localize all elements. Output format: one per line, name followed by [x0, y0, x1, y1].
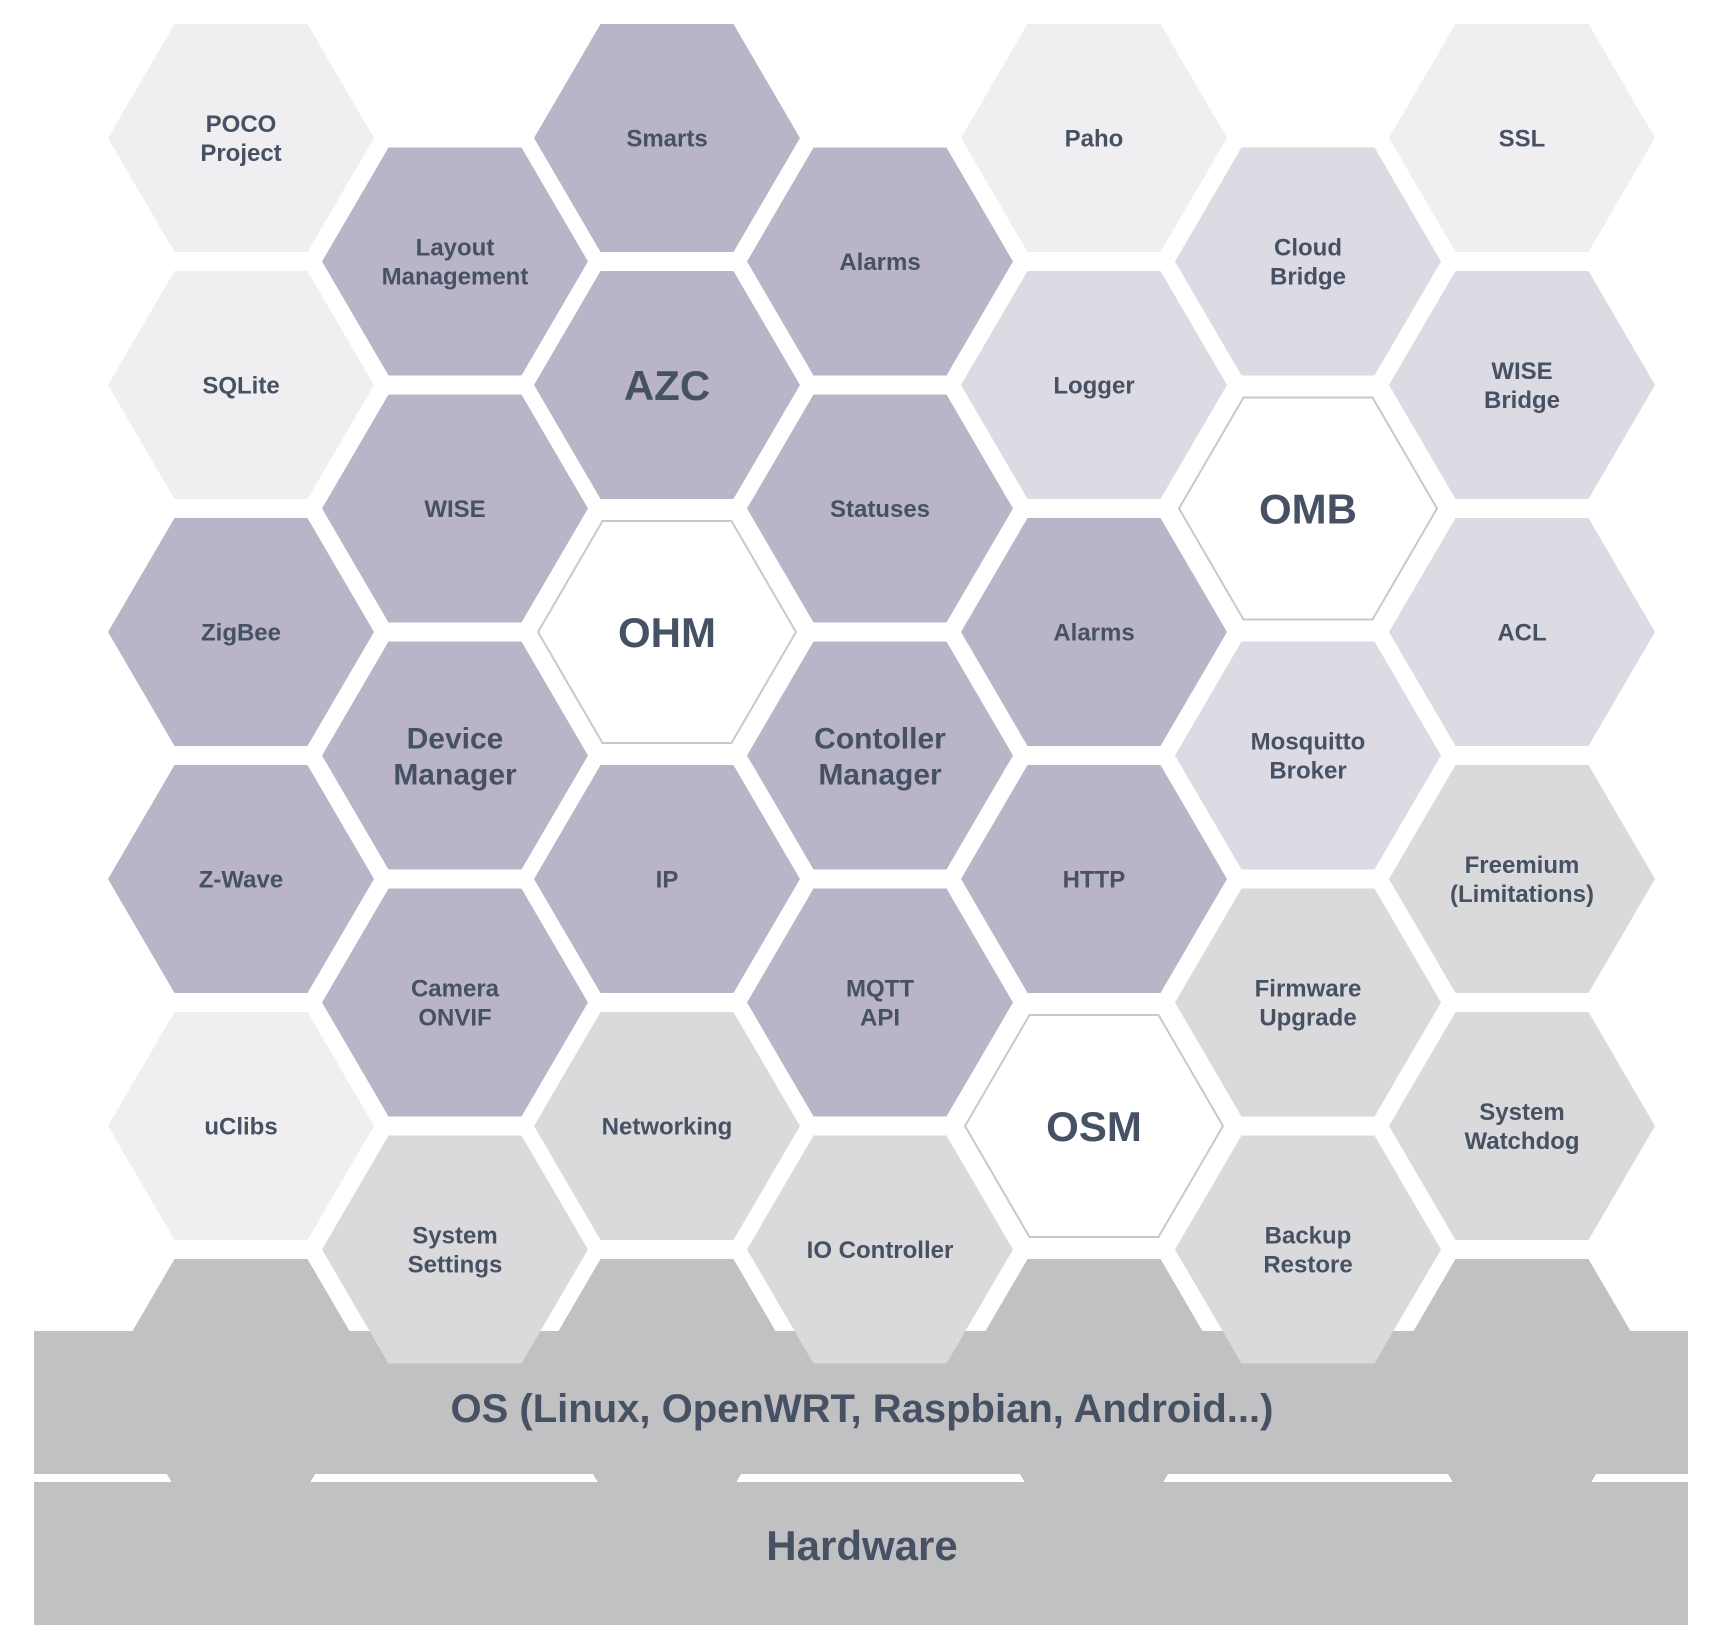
ip-hex — [534, 765, 800, 993]
sqlite-hex — [108, 271, 374, 499]
osm-label: OSM — [1046, 1103, 1142, 1150]
poco-project-label: Project — [200, 140, 281, 167]
platform-background — [34, 1259, 1688, 1625]
camera-onvif-label: ONVIF — [418, 1005, 491, 1032]
contoller-manager-hex — [747, 641, 1013, 870]
io-controller-hex — [747, 1135, 1013, 1364]
system-watchdog-hex — [1389, 1012, 1655, 1240]
logger-hex — [961, 271, 1227, 499]
backup-restore-label: Backup — [1265, 1223, 1352, 1250]
mosquitto-broker-hex — [1175, 641, 1441, 870]
http-label: HTTP — [1063, 867, 1126, 894]
zigbee-hex — [108, 518, 374, 746]
sqlite-label: SQLite — [202, 373, 279, 400]
system-watchdog-label: Watchdog — [1464, 1128, 1579, 1155]
smarts-hex — [534, 24, 800, 252]
system-settings-hex — [322, 1135, 588, 1364]
cloud-bridge-label: Bridge — [1270, 264, 1346, 291]
azc-hex — [534, 271, 800, 499]
device-manager-label: Device — [407, 722, 504, 755]
freemium-label: Freemium — [1465, 852, 1580, 879]
alarms-top-hex — [747, 147, 1013, 376]
ssl-hex — [1389, 24, 1655, 252]
hardware-layer-bar — [34, 1482, 1688, 1625]
cloud-bridge-label: Cloud — [1274, 235, 1342, 262]
camera-onvif-hex — [322, 888, 588, 1117]
alarms-mid-hex — [961, 518, 1227, 746]
firmware-upgrade-label: Firmware — [1255, 976, 1362, 1003]
cloud-bridge-hex — [1175, 147, 1441, 376]
freemium-hex — [1389, 765, 1655, 993]
contoller-manager-label: Manager — [818, 758, 942, 791]
system-watchdog-label: System — [1479, 1099, 1564, 1126]
wise-label: WISE — [424, 496, 485, 523]
z-wave-hex — [108, 765, 374, 993]
mqtt-api-label: API — [860, 1005, 900, 1032]
wise-hex — [322, 394, 588, 623]
system-settings-label: System — [412, 1223, 497, 1250]
osm-hex — [963, 1014, 1225, 1238]
wise-bridge-hex — [1389, 271, 1655, 499]
wise-bridge-label: WISE — [1491, 358, 1552, 385]
poco-project-hex — [108, 24, 374, 252]
ip-label: IP — [656, 867, 679, 894]
layout-management-hex — [322, 147, 588, 376]
poco-project-label: POCO — [206, 111, 277, 138]
uclibs-label: uClibs — [204, 1114, 277, 1141]
paho-label: Paho — [1065, 126, 1124, 153]
networking-hex — [534, 1012, 800, 1240]
statuses-hex — [747, 394, 1013, 623]
ohm-hex — [536, 520, 798, 744]
uclibs-hex — [108, 1012, 374, 1240]
mosquitto-broker-label: Broker — [1269, 758, 1346, 785]
ssl-label: SSL — [1499, 126, 1546, 153]
os-layer-label: OS (Linux, OpenWRT, Raspbian, Android...… — [451, 1387, 1274, 1431]
mqtt-api-hex — [747, 888, 1013, 1117]
mosquitto-broker-label: Mosquitto — [1251, 729, 1366, 756]
device-manager-hex — [322, 641, 588, 870]
paho-hex — [961, 24, 1227, 252]
camera-onvif-label: Camera — [411, 976, 500, 1003]
layout-management-label: Layout — [416, 235, 495, 262]
platform-layers: OS (Linux, OpenWRT, Raspbian, Android...… — [451, 1387, 1274, 1569]
backup-restore-hex — [1175, 1135, 1441, 1364]
system-settings-label: Settings — [408, 1252, 503, 1279]
acl-label: ACL — [1497, 620, 1546, 647]
azc-label: AZC — [624, 362, 710, 409]
acl-hex — [1389, 518, 1655, 746]
device-manager-label: Manager — [393, 758, 517, 791]
ohm-label: OHM — [618, 609, 716, 656]
mqtt-api-label: MQTT — [846, 976, 914, 1003]
z-wave-label: Z-Wave — [199, 867, 283, 894]
smarts-label: Smarts — [626, 126, 707, 153]
zigbee-label: ZigBee — [201, 620, 281, 647]
contoller-manager-label: Contoller — [814, 722, 946, 755]
layout-management-label: Management — [382, 264, 529, 291]
firmware-upgrade-hex — [1175, 888, 1441, 1117]
freemium-label: (Limitations) — [1450, 881, 1594, 908]
hexagon-grid — [108, 24, 1655, 1364]
alarms-mid-label: Alarms — [1053, 620, 1134, 647]
logger-label: Logger — [1053, 373, 1134, 400]
omb-hex — [1177, 396, 1439, 621]
hardware-layer-label: Hardware — [766, 1522, 957, 1569]
backup-restore-label: Restore — [1263, 1252, 1352, 1279]
wise-bridge-label: Bridge — [1484, 387, 1560, 414]
statuses-label: Statuses — [830, 496, 930, 523]
omb-label: OMB — [1259, 486, 1357, 533]
firmware-upgrade-label: Upgrade — [1259, 1005, 1356, 1032]
io-controller-label: IO Controller — [807, 1237, 954, 1264]
http-hex — [961, 765, 1227, 993]
networking-label: Networking — [602, 1114, 733, 1141]
alarms-top-label: Alarms — [839, 249, 920, 276]
